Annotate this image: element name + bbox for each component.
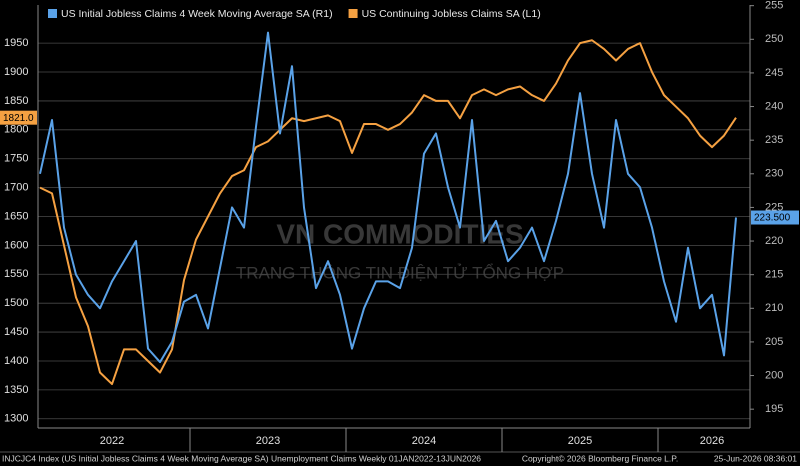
y-tick-label: 1500 — [4, 297, 28, 309]
y-tick-label: 1350 — [4, 384, 28, 396]
x-tick-label: 2024 — [412, 435, 436, 447]
y-tick-label: 1450 — [4, 326, 28, 338]
y2-tick-label: 250 — [765, 33, 783, 45]
y-tick-label: 1950 — [4, 37, 28, 49]
y-tick-label: 1600 — [4, 239, 28, 251]
y-tick-label: 1850 — [4, 95, 28, 107]
y-tick-label: 1650 — [4, 210, 28, 222]
watermark: VN COMMODITIES — [276, 218, 523, 249]
y2-tick-label: 255 — [765, 0, 783, 12]
footer-left: INJCJC4 Index (US Initial Jobless Claims… — [2, 453, 481, 463]
x-tick-label: 2025 — [568, 435, 592, 447]
y2-tick-label: 205 — [765, 336, 783, 348]
last-value-label: 1821.0 — [3, 113, 34, 124]
legend: US Initial Jobless Claims 4 Week Moving … — [42, 6, 562, 22]
y-tick-label: 1550 — [4, 268, 28, 280]
last-value-tag: 1821.0 — [0, 110, 37, 125]
y2-tick-label: 195 — [765, 403, 783, 415]
y-tick-label: 1300 — [4, 413, 28, 425]
footer-right: 25-Jun-2026 08:36:01 — [714, 453, 797, 463]
watermark-sub: TRANG THÔNG TIN ĐIỆN TỬ TỔNG HỢP — [236, 263, 564, 282]
y2-tick-label: 240 — [765, 100, 783, 112]
legend-swatch — [48, 9, 57, 18]
legend-label: US Initial Jobless Claims 4 Week Moving … — [61, 8, 333, 20]
last-value-tag: 223.500 — [751, 210, 799, 225]
x-tick-label: 2023 — [256, 435, 280, 447]
footer-center: Copyright© 2026 Bloomberg Finance L.P. — [522, 453, 678, 463]
legend-label: US Continuing Jobless Claims SA (L1) — [362, 8, 541, 20]
legend-swatch — [348, 9, 358, 18]
last-value-box — [751, 210, 799, 225]
series-line — [39, 31, 737, 364]
last-value-label: 223.500 — [754, 213, 791, 224]
y2-tick-label: 200 — [765, 369, 783, 381]
y2-tick-label: 245 — [765, 67, 783, 79]
y2-tick-label: 215 — [765, 269, 783, 281]
x-tick-label: 2022 — [100, 435, 124, 447]
y-tick-label: 1800 — [4, 124, 28, 136]
y2-tick-label: 235 — [765, 134, 783, 146]
y-tick-label: 1750 — [4, 153, 28, 165]
y-tick-label: 1700 — [4, 182, 28, 194]
legend-bg — [42, 6, 562, 22]
y2-tick-label: 210 — [765, 302, 783, 314]
y-tick-label: 1900 — [4, 66, 28, 78]
y2-tick-label: 230 — [765, 168, 783, 180]
y2-tick-label: 225 — [765, 201, 783, 213]
x-tick-label: 2026 — [700, 435, 724, 447]
y-tick-label: 1400 — [4, 355, 28, 367]
series-line — [39, 39, 737, 386]
last-value-box — [0, 110, 37, 125]
y2-tick-label: 220 — [765, 235, 783, 247]
